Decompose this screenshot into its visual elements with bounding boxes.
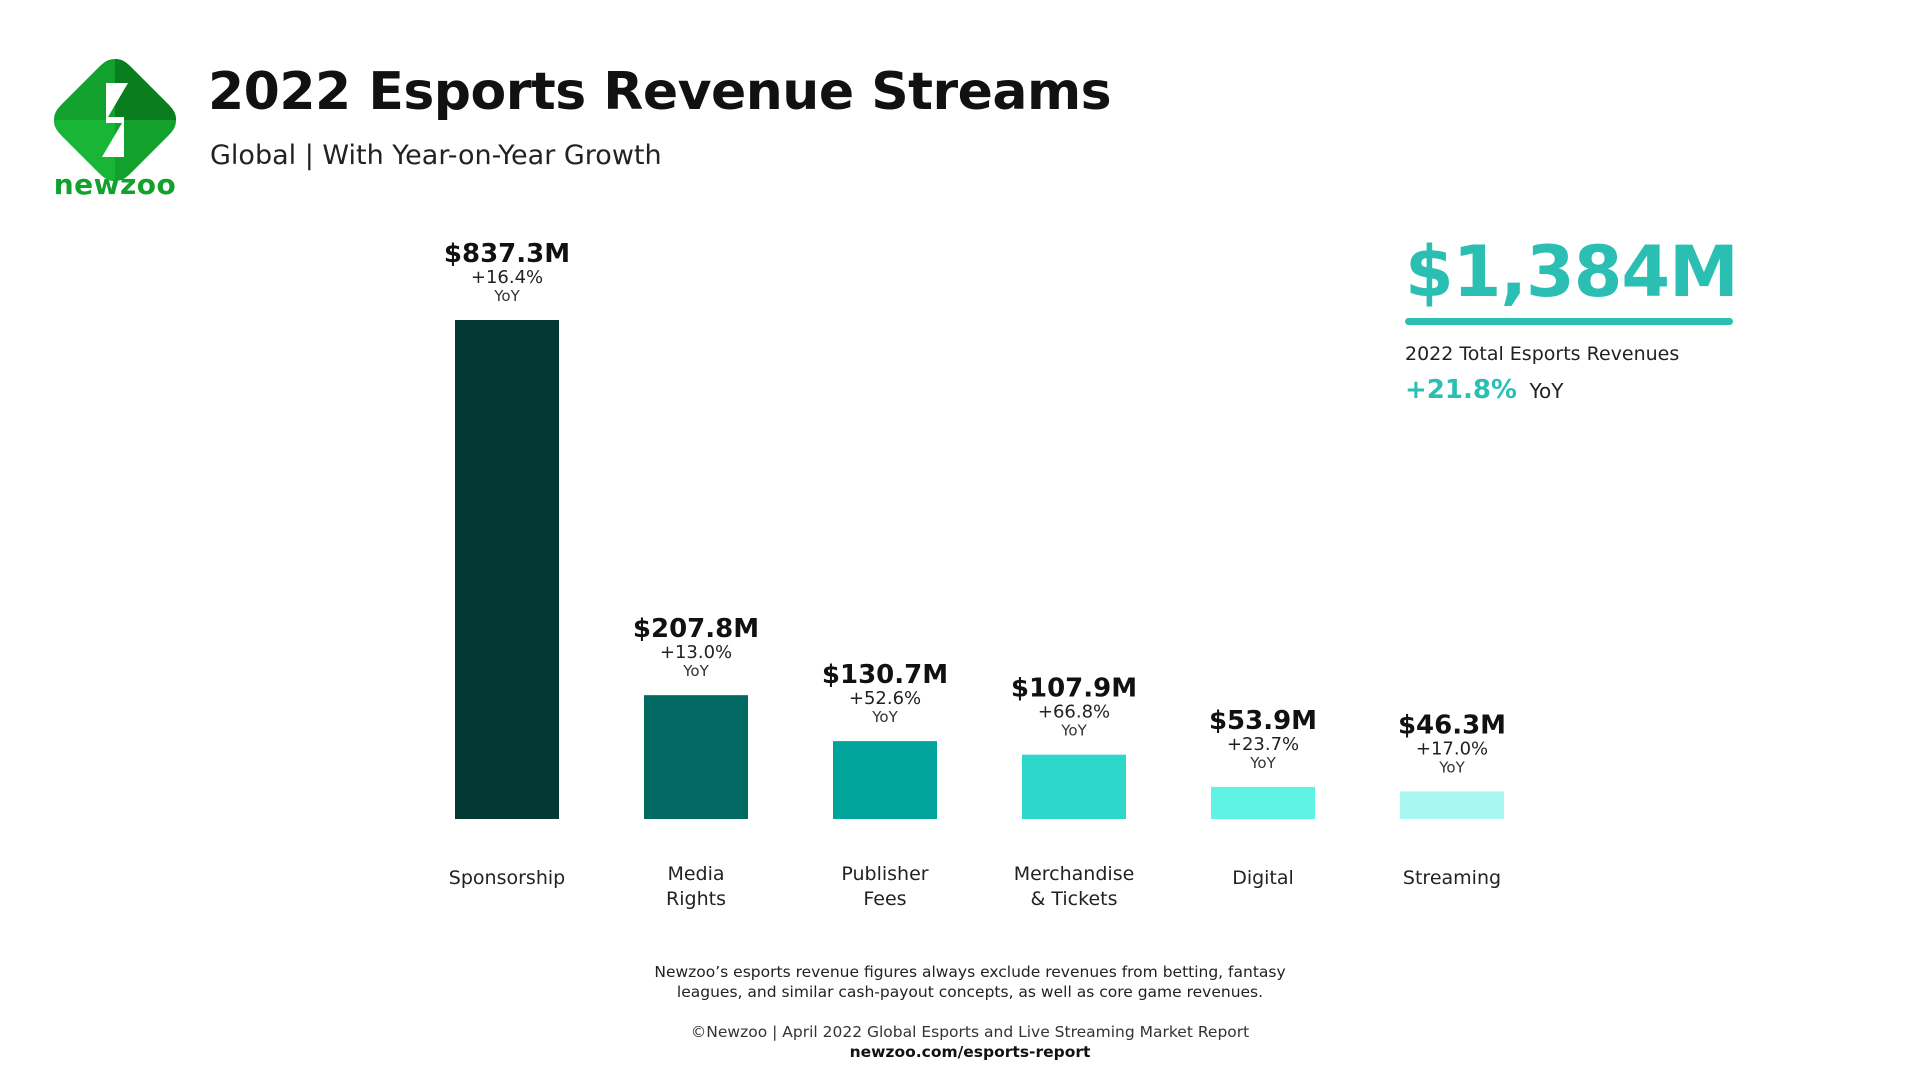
bar-yoy-label-1: +13.0% [660, 642, 732, 663]
logo-wordmark: newzoo [53, 168, 177, 201]
category-label-2-0: Publisher [841, 863, 928, 885]
bar-3 [1022, 754, 1126, 819]
category-label-4-0: Digital [1232, 867, 1294, 889]
source-url: newzoo.com/esports-report [849, 1043, 1091, 1061]
category-label-3-1: & Tickets [1031, 888, 1118, 910]
bar-yoy-word-2: YoY [871, 708, 898, 726]
bar-1 [644, 695, 748, 819]
newzoo-logo-icon [54, 59, 176, 181]
disclaimer-text: Newzoo’s esports revenue figures always … [560, 962, 1380, 1002]
bar-value-label-5: $46.3M [1398, 710, 1506, 740]
bar-0 [455, 320, 559, 819]
bar-yoy-word-5: YoY [1438, 758, 1465, 776]
total-revenue-caption: 2022 Total Esports Revenues [1405, 343, 1680, 365]
bar-yoy-word-3: YoY [1060, 722, 1087, 740]
bar-yoy-word-4: YoY [1249, 754, 1276, 772]
bar-5 [1400, 791, 1504, 819]
bar-yoy-label-5: +17.0% [1416, 738, 1488, 759]
category-label-0-0: Sponsorship [449, 867, 565, 889]
total-growth-value: +21.8% [1405, 375, 1517, 405]
bar-yoy-label-0: +16.4% [471, 267, 543, 288]
category-label-1-0: Media [667, 863, 724, 885]
category-label-2-1: Fees [863, 888, 906, 910]
disclaimer-line-1: Newzoo’s esports revenue figures always … [654, 963, 1286, 981]
category-label-3-0: Merchandise [1014, 863, 1135, 885]
bars-layer: $837.3M+16.4%YoYSponsorship$207.8M+13.0%… [444, 239, 1506, 910]
bar-value-label-1: $207.8M [633, 614, 759, 644]
disclaimer-line-2: leagues, and similar cash-payout concept… [676, 983, 1264, 1001]
category-label-5-0: Streaming [1403, 867, 1501, 889]
total-revenue-value: $1,384M [1405, 231, 1739, 313]
source-credit: ©Newzoo | April 2022 Global Esports and … [690, 1023, 1250, 1041]
total-growth-suffix: YoY [1529, 379, 1564, 403]
total-underline [1405, 318, 1733, 325]
bar-yoy-word-0: YoY [493, 287, 520, 305]
total-revenue-block: $1,384M 2022 Total Esports Revenues +21.… [1405, 231, 1739, 405]
page-title: 2022 Esports Revenue Streams [208, 62, 1112, 122]
total-growth-row: +21.8% YoY [1405, 375, 1735, 405]
bar-yoy-word-1: YoY [682, 662, 709, 680]
bar-value-label-2: $130.7M [822, 660, 948, 690]
bar-value-label-3: $107.9M [1011, 674, 1137, 704]
bar-2 [833, 741, 937, 819]
bar-yoy-label-3: +66.8% [1038, 702, 1110, 723]
page-subtitle: Global | With Year-on-Year Growth [210, 140, 662, 171]
bar-yoy-label-4: +23.7% [1227, 734, 1299, 755]
bar-value-label-4: $53.9M [1209, 706, 1317, 736]
bar-4 [1211, 786, 1315, 819]
category-label-1-1: Rights [666, 888, 726, 910]
bar-value-label-0: $837.3M [444, 239, 570, 269]
bar-yoy-label-2: +52.6% [849, 688, 921, 709]
